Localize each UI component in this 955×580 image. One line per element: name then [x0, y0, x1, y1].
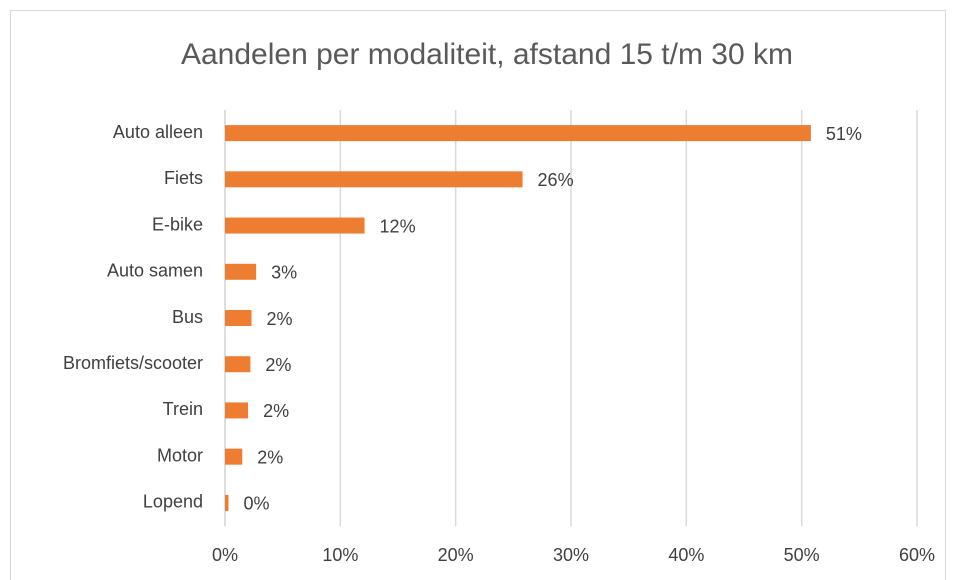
- data-label: 26%: [538, 170, 574, 190]
- y-tick-label: Auto alleen: [113, 122, 203, 142]
- bar: [225, 171, 523, 188]
- x-tick-label: 10%: [322, 545, 358, 565]
- bar: [225, 356, 251, 373]
- bar: [225, 310, 252, 326]
- data-label: 2%: [265, 355, 291, 375]
- data-label: 0%: [243, 494, 269, 514]
- data-label: 3%: [271, 263, 297, 283]
- y-tick-label: Trein: [163, 399, 203, 419]
- bar: [225, 263, 257, 280]
- x-tick-label: 60%: [899, 545, 935, 565]
- bar: [225, 448, 243, 465]
- y-tick-label: Auto samen: [107, 261, 203, 281]
- data-label: 2%: [257, 447, 283, 467]
- data-label: 2%: [263, 401, 289, 421]
- y-tick-label: E-bike: [152, 214, 203, 234]
- x-tick-label: 20%: [438, 545, 474, 565]
- y-tick-label: Bus: [172, 307, 203, 327]
- bar: [225, 125, 811, 142]
- data-label: 12%: [380, 216, 416, 236]
- y-tick-label: Lopend: [143, 492, 203, 512]
- x-tick-label: 50%: [784, 545, 820, 565]
- data-label: 2%: [267, 309, 293, 329]
- x-tick-label: 30%: [553, 545, 589, 565]
- chart-border: [10, 10, 946, 580]
- bar: [225, 494, 229, 511]
- x-tick-label: 40%: [668, 545, 704, 565]
- y-tick-label: Fiets: [164, 168, 203, 188]
- chart-title: Aandelen per modaliteit, afstand 15 t/m …: [181, 38, 793, 71]
- x-tick-label: 0%: [212, 545, 238, 565]
- data-label: 51%: [826, 124, 862, 144]
- bar: [225, 402, 249, 419]
- bar: [225, 217, 365, 234]
- y-tick-label: Bromfiets/scooter: [63, 353, 203, 373]
- y-tick-label: Motor: [157, 445, 203, 465]
